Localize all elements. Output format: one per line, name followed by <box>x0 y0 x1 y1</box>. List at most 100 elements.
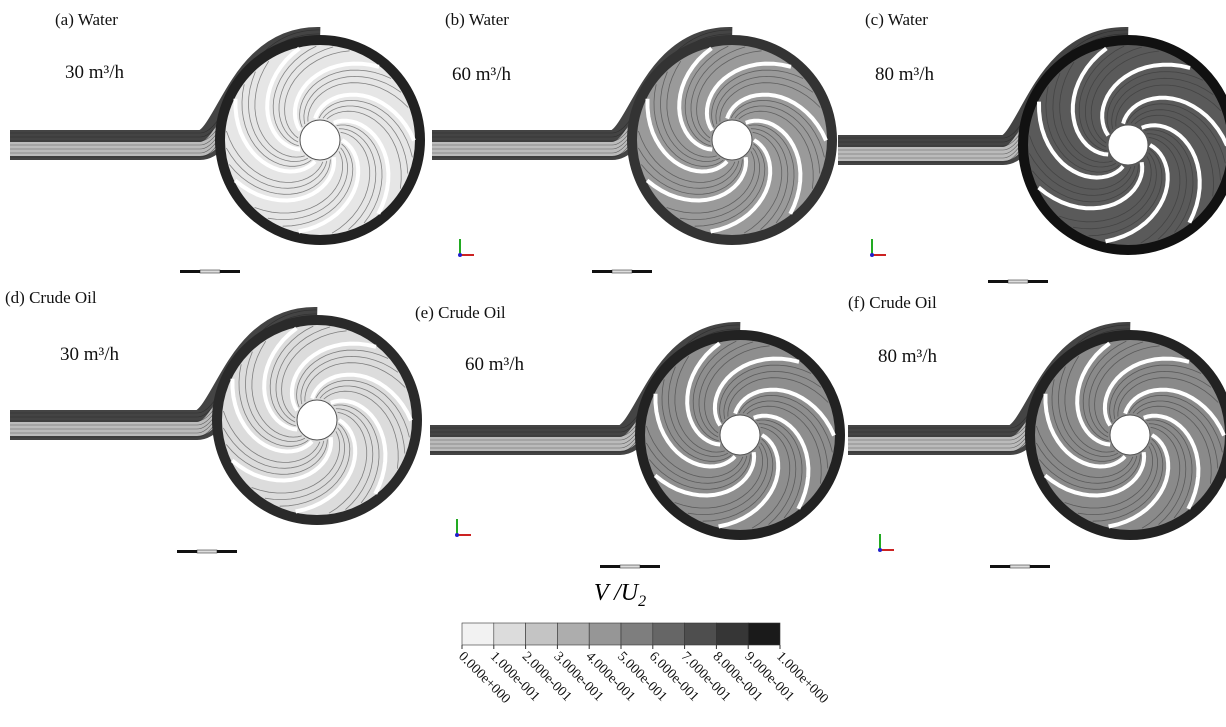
blade <box>653 452 757 498</box>
scale-bar <box>196 549 218 554</box>
blade <box>313 92 416 142</box>
blade <box>233 157 337 203</box>
streamline <box>1115 84 1222 127</box>
streamline <box>719 364 812 423</box>
streamline <box>734 105 821 174</box>
streamline <box>300 355 399 405</box>
streamline <box>704 345 770 434</box>
hub <box>1107 124 1149 166</box>
colorbar-cell <box>684 622 717 646</box>
streamline <box>1038 454 1141 490</box>
streamline <box>318 99 413 158</box>
streamline <box>1029 135 1132 190</box>
blade <box>645 98 729 174</box>
scale-bar <box>1007 279 1029 284</box>
blade <box>1105 143 1170 244</box>
streamline <box>715 75 814 125</box>
streamline <box>746 405 822 484</box>
streamline <box>225 147 328 189</box>
scale-bar <box>217 550 237 553</box>
streamline <box>646 425 744 478</box>
blade <box>685 341 721 447</box>
streamline <box>696 50 762 139</box>
blade <box>1037 161 1145 211</box>
streamline <box>1144 129 1194 233</box>
streamline <box>653 84 724 167</box>
streamline <box>307 82 409 122</box>
colorbar-cell <box>747 622 781 646</box>
streamline <box>1078 45 1125 152</box>
streamline <box>751 426 791 529</box>
streamline <box>1035 442 1138 484</box>
axis-z <box>878 548 882 552</box>
streamline <box>241 84 312 167</box>
blade <box>704 61 792 132</box>
streamline <box>1077 442 1159 516</box>
streamline <box>1146 133 1187 240</box>
blade <box>1123 387 1226 437</box>
streamline <box>281 330 347 419</box>
streamline <box>1084 46 1143 148</box>
colorbar-title-sub: 2 <box>638 593 646 610</box>
streamline <box>674 446 763 509</box>
blade <box>230 378 314 454</box>
streamline <box>223 410 321 463</box>
streamline <box>698 341 754 438</box>
hub <box>299 119 341 161</box>
panel-label: (b) Water <box>445 10 509 29</box>
streamline <box>640 159 743 195</box>
axis-z <box>458 253 462 257</box>
blade <box>1143 413 1201 510</box>
streamline <box>1057 366 1119 457</box>
streamline <box>684 45 729 147</box>
scale-bar <box>988 280 1008 283</box>
panel-label: (f) Crude Oil <box>848 293 937 312</box>
blade <box>677 46 713 152</box>
streamline <box>637 147 740 189</box>
blade <box>1121 95 1226 147</box>
panel-label: (c) Water <box>865 10 928 29</box>
blade <box>298 138 361 234</box>
streamline <box>727 377 829 417</box>
streamline <box>738 110 814 189</box>
streamline <box>275 326 331 423</box>
streamline <box>1032 164 1139 203</box>
streamline <box>694 143 766 227</box>
blade <box>653 393 737 469</box>
streamline <box>748 124 795 224</box>
streamline <box>251 340 302 438</box>
blade <box>262 326 298 432</box>
streamline <box>1064 446 1153 509</box>
streamline <box>738 394 833 453</box>
streamline <box>269 325 314 427</box>
hub <box>1109 414 1151 456</box>
streamline <box>756 419 803 519</box>
flow-rate: 30 m³/h <box>65 62 125 83</box>
streamline <box>264 427 346 501</box>
blade <box>718 433 781 529</box>
blade <box>745 118 803 215</box>
streamline <box>254 151 343 214</box>
streamline <box>336 124 383 224</box>
streamline <box>661 379 732 462</box>
streamline <box>667 366 729 457</box>
blade <box>230 437 334 483</box>
streamline <box>338 128 377 230</box>
blade <box>712 356 800 427</box>
colorbar-title-main: V /U <box>594 580 640 606</box>
streamline <box>1111 77 1214 130</box>
blade <box>330 398 388 495</box>
streamline <box>758 423 797 525</box>
streamline <box>299 69 392 128</box>
blade <box>289 341 377 412</box>
streamline <box>254 60 305 158</box>
panel: (d) Crude Oil 30 m³/h <box>5 288 471 554</box>
streamline <box>1113 370 1212 420</box>
scale-bar <box>199 269 221 274</box>
streamline <box>1082 340 1127 442</box>
streamline <box>1088 148 1163 237</box>
colorbar-cell <box>557 622 590 646</box>
streamline <box>750 128 789 230</box>
blade <box>333 118 391 215</box>
streamline <box>238 364 309 447</box>
